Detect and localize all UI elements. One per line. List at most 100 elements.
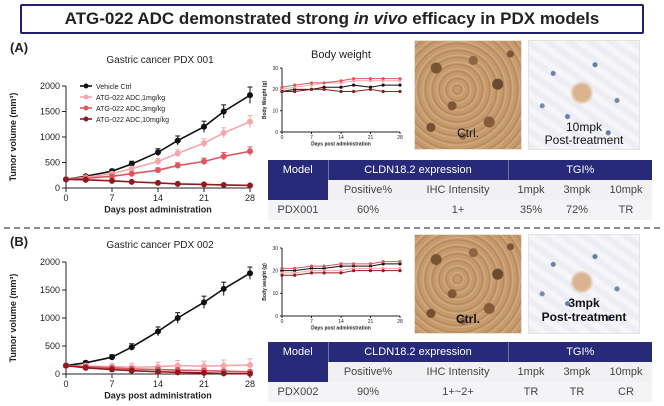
title-italic: in vivo bbox=[353, 9, 408, 28]
data-point bbox=[128, 178, 135, 185]
table-subheader-row: Positive% IHC Intensity 1mpk 3mpk 10mpk bbox=[268, 180, 652, 200]
data-point bbox=[247, 362, 253, 369]
table-header-model: Model bbox=[268, 160, 328, 180]
table-header-expression: CLDN18.2 expression bbox=[327, 342, 508, 362]
y-tick-label: 10 bbox=[272, 291, 278, 297]
data-point bbox=[352, 262, 356, 266]
data-point bbox=[128, 170, 135, 177]
data-point bbox=[381, 89, 385, 94]
y-axis-label: Body Weight (g) bbox=[262, 81, 268, 120]
data-point bbox=[368, 77, 373, 81]
legend-marker-2 bbox=[83, 105, 89, 111]
ihc-image-post-a: 10mpk Post-treatment bbox=[528, 40, 640, 150]
data-point bbox=[201, 369, 207, 376]
data-point bbox=[352, 264, 356, 268]
data-point bbox=[174, 150, 181, 157]
y-tick-label: 30 bbox=[272, 66, 278, 72]
table-cell-tgi-1mpk: 35% bbox=[508, 200, 554, 220]
title-prefix: ATG-022 ADC demonstrated strong bbox=[64, 9, 354, 28]
legend-label-1: ATG-022 ADC,1mg/kg bbox=[96, 95, 165, 102]
efficacy-table-a: Model CLDN18.2 expression TGI% Positive%… bbox=[268, 160, 652, 220]
table-cell-ihc: 1+ bbox=[408, 200, 508, 220]
table-subheader-blank bbox=[268, 180, 328, 200]
table-header-tgi: TGI% bbox=[507, 342, 652, 362]
x-tick-label: 14 bbox=[338, 319, 344, 325]
table-row: PDX001 60% 1+ 35% 72% TR bbox=[268, 200, 652, 220]
data-point bbox=[201, 299, 207, 306]
table-cell-tgi-3mpk: TR bbox=[554, 382, 600, 402]
data-point bbox=[352, 266, 356, 270]
data-point bbox=[352, 83, 356, 87]
data-point bbox=[128, 165, 135, 172]
table-subheader-positive: Positive% bbox=[328, 362, 408, 382]
panel-b-label: (B) bbox=[10, 234, 29, 249]
x-tick-label: 14 bbox=[153, 193, 163, 203]
table-cell-tgi-3mpk: 72% bbox=[554, 200, 600, 220]
data-point bbox=[352, 269, 356, 273]
x-tick-label: 28 bbox=[397, 319, 403, 325]
table-header-model: Model bbox=[268, 342, 328, 362]
panel-b-chart-title: Gastric cancer PDX 002 bbox=[106, 240, 214, 251]
data-point bbox=[398, 83, 402, 87]
data-point bbox=[174, 162, 181, 169]
table-cell-tgi-10mpk: CR bbox=[600, 382, 652, 402]
data-point bbox=[368, 264, 373, 268]
data-point bbox=[280, 266, 284, 270]
efficacy-table-b: Model CLDN18.2 expression TGI% Positive%… bbox=[268, 342, 652, 402]
data-point bbox=[174, 315, 181, 321]
data-point bbox=[128, 161, 135, 168]
x-tick-label: 28 bbox=[245, 193, 255, 203]
legend-marker-3 bbox=[83, 116, 89, 122]
y-tick-label: 20 bbox=[272, 268, 278, 274]
table-subheader-1mpk: 1mpk bbox=[508, 180, 554, 200]
data-point bbox=[280, 85, 284, 89]
x-tick-label: 28 bbox=[397, 135, 403, 141]
table-cell-model: PDX001 bbox=[268, 200, 328, 220]
data-point bbox=[339, 271, 343, 275]
data-point bbox=[174, 369, 181, 376]
data-point bbox=[280, 271, 284, 275]
data-point bbox=[220, 370, 227, 377]
data-point bbox=[293, 83, 297, 87]
table-subheader-blank bbox=[268, 362, 328, 382]
y-tick-label: 2000 bbox=[40, 81, 60, 91]
data-point bbox=[280, 273, 284, 277]
x-axis-label: Days post administration bbox=[104, 391, 212, 401]
data-point bbox=[339, 269, 343, 273]
data-point bbox=[339, 264, 343, 268]
data-point bbox=[247, 118, 253, 125]
panel-a-label: (A) bbox=[10, 40, 29, 55]
data-point bbox=[82, 176, 89, 183]
data-point bbox=[339, 85, 343, 89]
y-tick-label: 2000 bbox=[40, 257, 60, 267]
data-point bbox=[381, 77, 385, 81]
data-point bbox=[109, 173, 115, 180]
table-cell-model: PDX002 bbox=[268, 382, 328, 402]
data-point bbox=[247, 182, 253, 189]
x-tick-label: 21 bbox=[368, 135, 374, 141]
ihc-image-ctrl-b-label: Ctrl. bbox=[456, 312, 480, 326]
table-subheader-10mpk: 10mpk bbox=[600, 180, 652, 200]
data-point bbox=[174, 137, 181, 144]
ihc-image-post-b-dose: 3mpk bbox=[568, 296, 600, 310]
data-point bbox=[339, 79, 343, 83]
data-point bbox=[220, 108, 227, 115]
data-point bbox=[293, 266, 297, 270]
data-point bbox=[293, 269, 297, 273]
y-tick-label: 20 bbox=[272, 87, 278, 93]
data-point bbox=[247, 370, 253, 377]
data-point bbox=[280, 89, 284, 94]
data-point bbox=[220, 285, 227, 292]
ihc-image-post-a-caption: Post-treatment bbox=[544, 133, 624, 147]
data-point bbox=[368, 269, 373, 273]
x-axis-label: Days post administration bbox=[104, 205, 212, 215]
data-point bbox=[63, 362, 69, 369]
x-tick-label: 28 bbox=[245, 379, 255, 389]
data-point bbox=[398, 266, 402, 270]
panel-a-bw-title: Body weight bbox=[311, 49, 371, 61]
body-weight-chart-b: 0 7 14 21 28 0 10 20 30 Days post administration B… bbox=[262, 246, 403, 332]
data-point bbox=[201, 123, 207, 130]
data-point bbox=[109, 366, 115, 373]
y-tick-label: 1000 bbox=[40, 313, 60, 323]
data-point bbox=[293, 273, 297, 277]
